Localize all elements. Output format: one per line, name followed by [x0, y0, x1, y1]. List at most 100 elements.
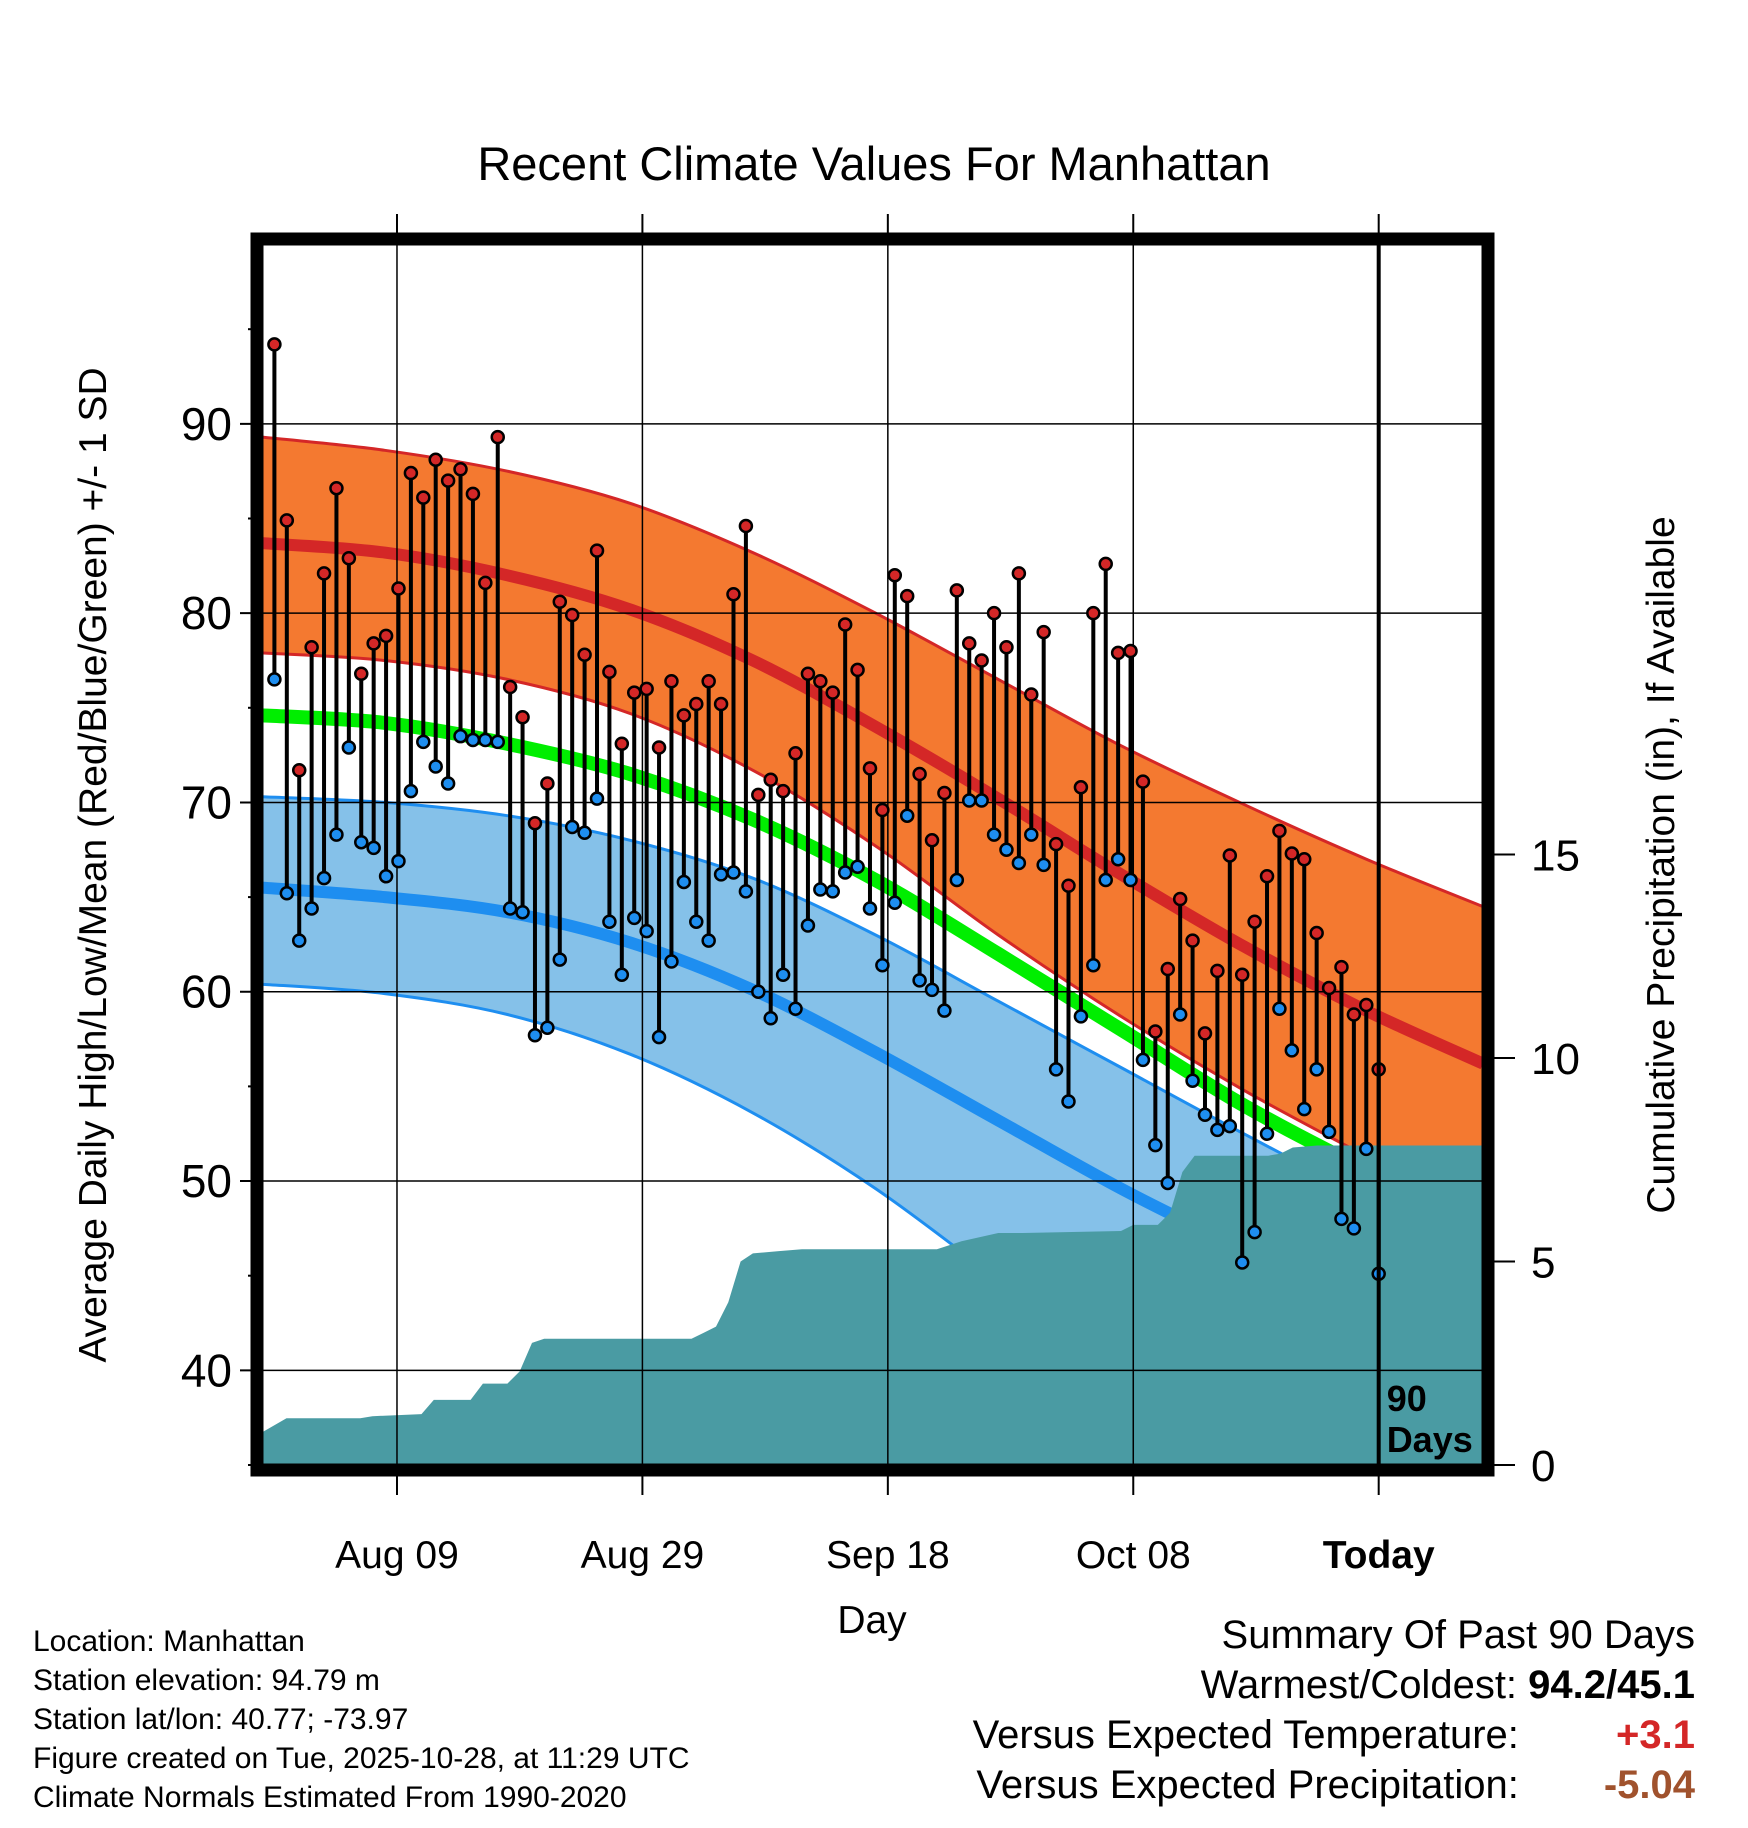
daily-high-point-68	[1110, 645, 1126, 661]
daily-low-point-0	[267, 672, 282, 687]
created-text: Figure created on Tue, 2025-10-28, at 11…	[33, 1742, 690, 1775]
daily-low-point-55	[949, 872, 965, 888]
daily-low-point-32	[664, 954, 679, 969]
daily-high-point-60	[1011, 566, 1027, 581]
daily-high-point-59	[999, 639, 1014, 655]
today-days-label-1: 90	[1387, 1378, 1427, 1419]
daily-low-point-59	[999, 842, 1014, 858]
daily-high-point-41	[775, 783, 791, 799]
daily-high-point-6	[341, 550, 357, 566]
y-tick-label-4: 80	[181, 587, 232, 639]
daily-low-point-67	[1098, 872, 1113, 888]
daily-high-point-70	[1135, 774, 1151, 789]
x-tick-label-1: Aug 29	[581, 1534, 705, 1577]
normal-low-band-lower-edge	[262, 982, 1275, 1465]
daily-low-point-37	[726, 865, 741, 880]
daily-low-point-5	[329, 827, 344, 842]
daily-low-point-23	[552, 952, 568, 967]
daily-high-point-5	[329, 480, 344, 496]
daily-low-point-72	[1160, 1175, 1176, 1191]
x-tick-label-0: Aug 09	[335, 1534, 459, 1577]
daily-high-point-1	[279, 513, 295, 528]
daily-high-point-52	[912, 766, 927, 782]
y-tick-label-1: 50	[181, 1155, 232, 1207]
daily-low-point-48	[862, 901, 878, 916]
daily-high-point-79	[1247, 914, 1262, 929]
daily-low-point-51	[899, 808, 915, 823]
daily-low-point-74	[1185, 1073, 1200, 1088]
daily-high-point-77	[1222, 848, 1238, 863]
daily-high-point-35	[701, 674, 716, 689]
daily-low-point-41	[775, 967, 791, 982]
daily-high-point-76	[1210, 963, 1225, 979]
daily-high-point-33	[676, 708, 692, 723]
daily-low-point-86	[1334, 1211, 1349, 1227]
daily-high-point-63	[1048, 836, 1064, 852]
daily-low-point-81	[1272, 1001, 1287, 1017]
daily-high-point-81	[1272, 823, 1287, 839]
daily-low-point-18	[490, 734, 505, 750]
daily-low-point-8	[366, 840, 381, 856]
daily-high-point-55	[949, 583, 965, 598]
y2-axis-label: Cumulative Precipitation (in), If Availa…	[1640, 516, 1683, 1213]
y2-tick-label-2: 10	[1531, 1035, 1580, 1084]
summary-panel: Summary Of Past 90 Days Warmest/Coldest:…	[973, 1610, 1695, 1810]
daily-low-point-46	[837, 865, 853, 880]
daily-high-point-0	[267, 337, 282, 352]
daily-low-point-50	[887, 895, 903, 911]
daily-high-point-25	[577, 647, 592, 663]
daily-high-point-26	[589, 543, 605, 558]
y2-tick-label-0: 0	[1531, 1442, 1555, 1491]
daily-high-point-69	[1123, 643, 1138, 659]
daily-high-point-58	[986, 605, 1002, 621]
daily-low-point-83	[1296, 1101, 1312, 1117]
daily-high-point-87	[1346, 1007, 1362, 1022]
daily-low-point-29	[626, 910, 642, 926]
daily-high-point-24	[564, 607, 580, 623]
daily-low-point-58	[986, 827, 1002, 842]
daily-low-point-31	[651, 1029, 667, 1045]
warmest-row: Warmest/Coldest: 94.2/45.1	[973, 1660, 1695, 1710]
daily-low-point-43	[800, 918, 816, 933]
daily-high-point-54	[937, 785, 952, 801]
location-text: Location: Manhattan	[33, 1625, 305, 1658]
daily-high-point-73	[1172, 891, 1188, 907]
daily-high-point-88	[1359, 997, 1374, 1013]
daily-high-point-72	[1160, 961, 1176, 977]
daily-high-point-47	[850, 662, 865, 678]
y-tick-label-3: 70	[181, 776, 232, 828]
daily-high-point-84	[1309, 925, 1324, 941]
daily-high-point-45	[825, 685, 841, 700]
daily-high-point-53	[924, 833, 940, 848]
normals-text: Climate Normals Estimated From 1990-2020	[33, 1781, 627, 1814]
daily-low-point-73	[1172, 1007, 1188, 1022]
x-tick-label-4: Today	[1323, 1534, 1435, 1577]
temp-value: +3.1	[1616, 1713, 1695, 1757]
daily-low-point-64	[1061, 1094, 1076, 1109]
temp-row: Versus Expected Temperature: +3.1	[973, 1710, 1695, 1760]
daily-low-point-62	[1036, 857, 1051, 873]
daily-low-point-16	[465, 732, 481, 748]
daily-low-point-2	[291, 933, 307, 948]
daily-high-point-80	[1259, 869, 1275, 884]
daily-low-point-24	[564, 819, 580, 835]
daily-high-point-83	[1296, 851, 1312, 867]
daily-low-point-4	[316, 870, 332, 886]
daily-low-point-36	[713, 867, 729, 882]
daily-high-point-21	[527, 816, 543, 831]
daily-low-point-10	[391, 853, 406, 869]
daily-high-point-61	[1024, 687, 1039, 702]
daily-low-point-28	[614, 967, 630, 982]
daily-low-point-11	[403, 783, 419, 799]
daily-high-point-2	[291, 763, 307, 778]
daily-high-point-75	[1197, 1026, 1213, 1041]
daily-high-point-3	[304, 639, 319, 655]
daily-low-point-49	[875, 957, 890, 973]
daily-high-point-28	[614, 736, 630, 752]
daily-high-point-17	[478, 575, 493, 591]
daily-high-point-71	[1148, 1024, 1163, 1039]
daily-high-point-13	[428, 452, 443, 468]
daily-high-point-85	[1321, 980, 1337, 996]
daily-high-point-16	[465, 486, 481, 502]
